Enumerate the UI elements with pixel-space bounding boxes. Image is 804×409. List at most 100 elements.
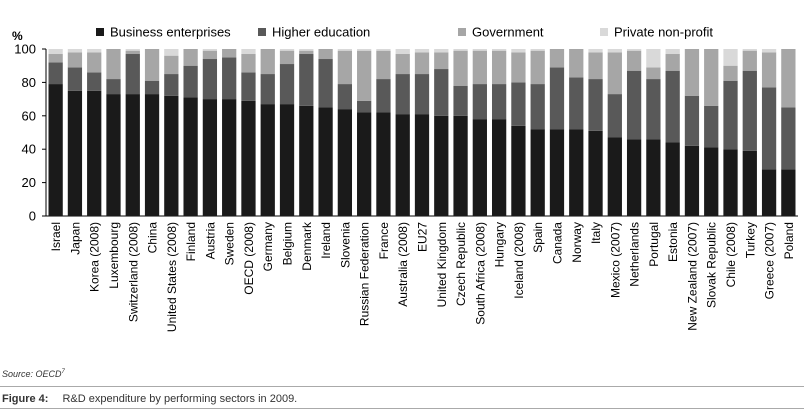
bar-government-hungary bbox=[491, 50, 507, 85]
x-tick-label-iceland-2008: Iceland (2008) bbox=[512, 222, 526, 299]
x-tick-label-israel: Israel bbox=[49, 222, 63, 251]
bar-business-ireland bbox=[318, 107, 333, 216]
bar-business-eu27 bbox=[414, 114, 430, 216]
bar-private-slovenia bbox=[337, 49, 353, 51]
bar-private-switzerland-2008 bbox=[125, 49, 140, 51]
bar-higher-switzerland-2008 bbox=[125, 54, 140, 95]
legend-swatch-business bbox=[96, 28, 104, 36]
bar-government-australia-2008 bbox=[395, 54, 410, 75]
bar-private-israel bbox=[48, 49, 63, 55]
x-tick-label-belgium: Belgium bbox=[281, 222, 295, 265]
source-note: Source: OECD7 bbox=[2, 369, 65, 379]
bar-business-netherlands bbox=[626, 139, 642, 216]
bar-government-iceland-2008 bbox=[511, 52, 526, 83]
bar-government-chile-2008 bbox=[723, 65, 738, 81]
bar-business-poland bbox=[781, 169, 796, 216]
y-axis-label: % bbox=[12, 29, 23, 43]
x-tick-label-switzerland-2008: Switzerland (2008) bbox=[126, 222, 140, 322]
bar-private-mexico-2007 bbox=[607, 49, 622, 53]
bar-private-austria bbox=[202, 49, 218, 51]
figure-caption-text: R&D expenditure by performing sectors in… bbox=[62, 393, 298, 405]
x-tick-label-japan: Japan bbox=[68, 222, 82, 255]
bar-government-estonia bbox=[665, 54, 680, 71]
bar-higher-japan bbox=[67, 67, 83, 91]
bar-government-greece-2007 bbox=[761, 52, 777, 88]
x-tick-label-luxembourg: Luxembourg bbox=[107, 222, 121, 289]
bar-government-netherlands bbox=[626, 50, 642, 71]
x-tick-label-oecd-2008: OECD (2008) bbox=[242, 222, 256, 295]
x-tick-label-czech-republic: Czech Republic bbox=[454, 222, 468, 306]
bar-business-france bbox=[376, 112, 391, 216]
bar-private-eu27 bbox=[414, 49, 430, 53]
bar-private-netherlands bbox=[626, 49, 642, 51]
bar-higher-greece-2007 bbox=[761, 87, 777, 170]
bar-higher-denmark bbox=[299, 54, 314, 106]
x-tick-label-turkey: Turkey bbox=[743, 222, 757, 258]
x-tick-label-united-states-2008: United States (2008) bbox=[165, 222, 179, 332]
bar-business-greece-2007 bbox=[761, 169, 777, 216]
y-tick-label-100: 100 bbox=[14, 42, 36, 57]
y-tick-label-20: 20 bbox=[22, 175, 36, 190]
bar-higher-slovenia bbox=[337, 84, 353, 110]
bar-government-china bbox=[144, 49, 160, 81]
bar-government-oecd-2008 bbox=[241, 54, 256, 73]
bar-government-united-states-2008 bbox=[164, 55, 179, 75]
x-tick-label-france: France bbox=[377, 222, 391, 260]
bar-business-chile-2008 bbox=[723, 149, 738, 216]
x-tick-label-south-africa-2008: South Africa (2008) bbox=[473, 222, 487, 325]
bar-business-mexico-2007 bbox=[607, 137, 622, 216]
bar-higher-oecd-2008 bbox=[241, 72, 256, 101]
bar-government-turkey bbox=[742, 50, 757, 71]
bar-private-korea-2008 bbox=[87, 49, 102, 53]
bar-private-france bbox=[376, 49, 391, 51]
bar-higher-finland bbox=[183, 65, 198, 98]
bar-higher-sweden bbox=[222, 57, 237, 100]
bar-higher-china bbox=[144, 80, 160, 95]
bar-higher-france bbox=[376, 79, 391, 113]
x-tick-label-netherlands: Netherlands bbox=[628, 222, 642, 287]
bar-government-belgium bbox=[279, 50, 295, 65]
source-label: Source: OECD bbox=[2, 369, 62, 379]
bar-higher-canada bbox=[549, 67, 565, 130]
bar-government-japan bbox=[67, 52, 83, 68]
x-tick-label-slovak-republic: Slovak Republic bbox=[705, 222, 719, 308]
legend-label-government: Government bbox=[472, 25, 544, 40]
bar-higher-turkey bbox=[742, 70, 757, 151]
bar-higher-austria bbox=[202, 59, 218, 100]
bar-private-united-kingdom bbox=[434, 49, 449, 53]
bar-government-spain bbox=[530, 50, 545, 85]
bar-higher-south-africa-2008 bbox=[472, 84, 487, 120]
bar-business-finland bbox=[183, 97, 198, 216]
bar-government-new-zealand-2007 bbox=[684, 49, 700, 96]
bar-business-belgium bbox=[279, 104, 295, 216]
x-tick-label-united-kingdom: United Kingdom bbox=[435, 222, 449, 307]
bar-business-israel bbox=[48, 84, 63, 216]
x-tick-label-eu27: EU27 bbox=[416, 222, 430, 252]
bar-government-switzerland-2008 bbox=[125, 50, 140, 55]
bar-higher-iceland-2008 bbox=[511, 82, 526, 126]
x-tick-label-austria: Austria bbox=[203, 222, 217, 260]
bar-government-canada bbox=[549, 49, 565, 68]
legend-swatch-government bbox=[458, 28, 466, 36]
x-tick-label-mexico-2007: Mexico (2007) bbox=[608, 222, 622, 298]
bar-higher-united-kingdom bbox=[434, 69, 449, 116]
bar-business-new-zealand-2007 bbox=[684, 145, 700, 216]
bar-higher-poland bbox=[781, 107, 796, 170]
bar-higher-hungary bbox=[491, 84, 507, 120]
bar-private-turkey bbox=[742, 49, 757, 51]
bar-government-united-kingdom bbox=[434, 52, 449, 70]
bar-government-luxembourg bbox=[106, 49, 121, 80]
y-tick-label-0: 0 bbox=[29, 209, 36, 224]
bar-higher-russian-federation bbox=[357, 100, 372, 113]
figure-caption: Figure 4: R&D expenditure by performing s… bbox=[2, 393, 297, 405]
y-tick-label-60: 60 bbox=[22, 108, 36, 123]
x-tick-label-new-zealand-2007: New Zealand (2007) bbox=[685, 222, 699, 331]
y-tick-label-40: 40 bbox=[22, 142, 36, 157]
bar-business-austria bbox=[202, 99, 218, 216]
bar-higher-korea-2008 bbox=[87, 72, 102, 91]
bar-higher-estonia bbox=[665, 70, 680, 143]
bar-government-italy bbox=[588, 52, 603, 80]
bar-government-slovak-republic bbox=[704, 49, 719, 106]
bar-government-slovenia bbox=[337, 50, 353, 85]
legend-label-higher: Higher education bbox=[272, 25, 370, 40]
